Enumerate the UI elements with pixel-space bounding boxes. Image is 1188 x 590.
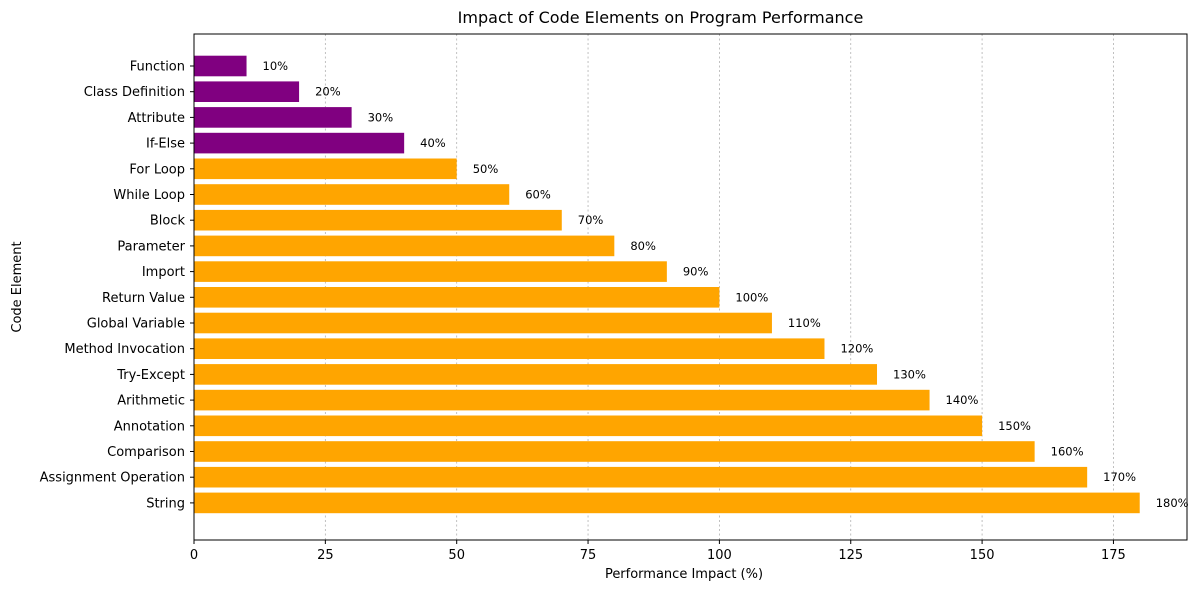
x-tick-label: 50 [448, 548, 465, 563]
bar-value-label: 180% [1156, 496, 1188, 510]
bar-value-label: 90% [683, 265, 709, 279]
y-tick-label: String [146, 496, 185, 511]
bar-value-label: 20% [315, 85, 341, 99]
y-tick-label: Global Variable [87, 317, 185, 332]
y-tick-label: Class Definition [84, 85, 185, 100]
bar [194, 492, 1140, 514]
y-tick-label: For Loop [129, 162, 185, 177]
y-axis: Function Class Definition Attribute If-Else… [40, 60, 194, 511]
bar [194, 338, 825, 359]
x-axis: 0 25 50 75 100 125 150 175 [190, 540, 1126, 563]
x-tick-label: 25 [317, 548, 334, 563]
y-tick-label: Return Value [102, 291, 185, 306]
y-tick-label: Parameter [117, 239, 185, 254]
bar-value-label: 110% [788, 316, 821, 330]
y-tick-label: Function [130, 60, 185, 75]
bar [194, 389, 930, 411]
x-tick-label: 0 [190, 548, 198, 563]
bar-value-label: 170% [1103, 470, 1136, 484]
bar [194, 441, 1035, 462]
bar [194, 132, 405, 154]
bar [194, 261, 667, 282]
bar-value-label: 100% [735, 290, 768, 304]
bar-value-label: 160% [1051, 445, 1084, 459]
y-tick-label: Attribute [128, 111, 185, 126]
bar [194, 415, 983, 437]
x-tick-label: 125 [838, 548, 863, 563]
bar-value-label: 120% [840, 342, 873, 356]
bar [194, 235, 615, 257]
bar-value-label: 10% [263, 59, 289, 73]
bar-value-label: 70% [578, 213, 604, 227]
bar-value-label: 30% [368, 110, 394, 124]
bar-value-label: 130% [893, 367, 926, 381]
bar-value-label: 40% [420, 136, 446, 150]
y-tick-label: Annotation [114, 419, 185, 434]
x-tick-label: 100 [707, 548, 732, 563]
y-tick-label: Arithmetic [117, 394, 185, 409]
bar [194, 312, 772, 334]
x-tick-label: 175 [1101, 548, 1126, 563]
bar [194, 55, 247, 77]
y-tick-label: While Loop [113, 188, 185, 203]
bar [194, 158, 457, 180]
y-tick-label: Method Invocation [64, 342, 185, 357]
bar [194, 184, 510, 205]
chart-title: Impact of Code Elements on Program Perfo… [458, 8, 864, 27]
x-tick-label: 150 [970, 548, 995, 563]
y-tick-label: Comparison [107, 445, 185, 460]
y-tick-label: If-Else [146, 137, 185, 152]
bar [194, 364, 878, 385]
y-tick-label: Import [142, 265, 185, 280]
bars [194, 55, 1140, 514]
x-axis-label: Performance Impact (%) [605, 567, 763, 582]
y-axis-label: Code Element [10, 241, 25, 332]
y-tick-label: Assignment Operation [40, 471, 185, 486]
value-labels: 10% 20% 30% 40% 50% 60% 70% 80% 90% 100% 110% 120% 1… [263, 59, 1188, 510]
bar-value-label: 80% [630, 239, 656, 253]
y-tick-label: Block [150, 214, 186, 229]
plot-frame [193, 33, 1188, 541]
bar [194, 209, 562, 231]
bar-value-label: 50% [473, 162, 499, 176]
bar-value-label: 150% [998, 419, 1031, 433]
bar [194, 466, 1088, 488]
y-tick-label: Try-Except [116, 368, 185, 383]
x-tick-label: 75 [580, 548, 597, 563]
bar-value-label: 140% [946, 393, 979, 407]
bar [194, 287, 720, 308]
bar-value-label: 60% [525, 188, 551, 202]
bar [194, 107, 352, 128]
bar [194, 81, 300, 102]
